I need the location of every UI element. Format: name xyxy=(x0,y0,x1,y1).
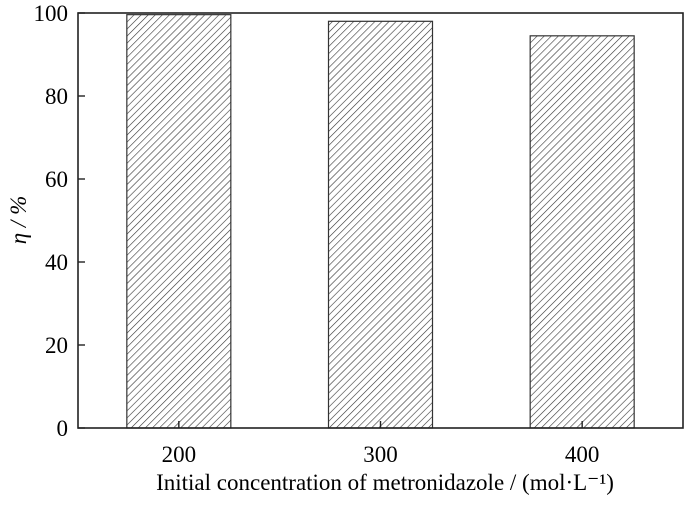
bar-400 xyxy=(529,35,635,429)
y-tick-label: 80 xyxy=(45,84,68,109)
x-axis-label: Initial concentration of metronidazole /… xyxy=(156,470,614,495)
y-tick-label: 40 xyxy=(45,250,68,275)
y-tick-label: 100 xyxy=(34,1,69,26)
x-tick-label: 200 xyxy=(162,442,197,467)
y-tick-label: 60 xyxy=(45,167,68,192)
bar-200 xyxy=(126,14,232,429)
bar-300 xyxy=(327,20,434,429)
x-tick-label: 400 xyxy=(565,442,600,467)
y-tick-label: 20 xyxy=(45,333,68,358)
y-tick-label: 0 xyxy=(57,416,69,441)
x-tick-label: 300 xyxy=(363,442,398,467)
y-axis-label: η / % xyxy=(6,196,31,244)
